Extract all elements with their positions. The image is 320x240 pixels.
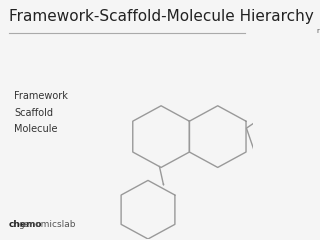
Text: r: r bbox=[317, 28, 319, 34]
Text: Molecule: Molecule bbox=[14, 125, 58, 134]
Text: Scaffold: Scaffold bbox=[14, 108, 53, 118]
Text: chemo: chemo bbox=[9, 220, 43, 229]
Text: Framework: Framework bbox=[14, 91, 68, 101]
Text: genomicslab: genomicslab bbox=[19, 220, 76, 229]
Text: Framework-Scaffold-Molecule Hierarchy: Framework-Scaffold-Molecule Hierarchy bbox=[9, 8, 314, 24]
